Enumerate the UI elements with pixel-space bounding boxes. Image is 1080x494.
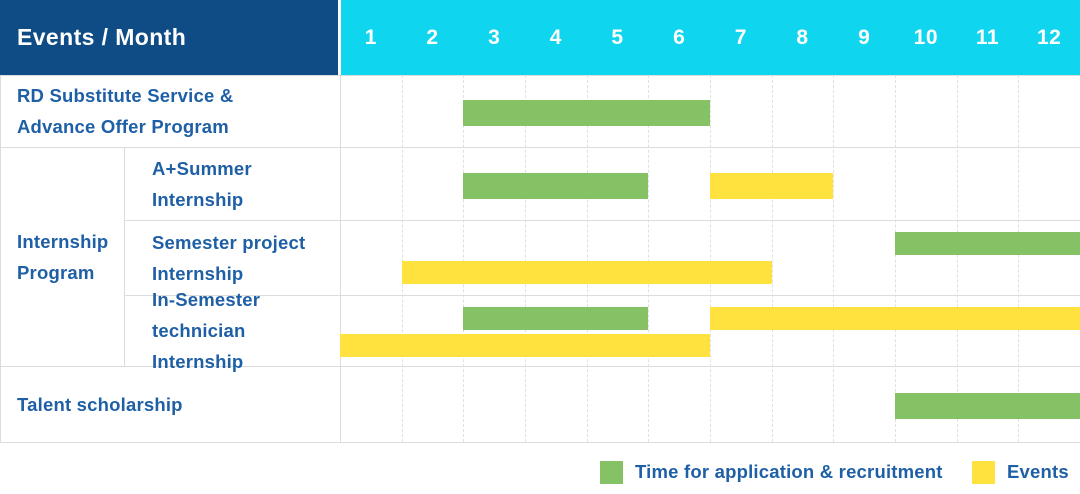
month-label-11: 11 xyxy=(975,25,1000,49)
group-label-internship-program: Internship Program xyxy=(0,147,124,366)
gantt-bar-application xyxy=(895,393,1080,419)
row-separator xyxy=(0,147,1080,148)
month-gridline-3 xyxy=(525,75,526,442)
row-label-talent-scholarship-line: Talent scholarship xyxy=(17,393,183,415)
month-gridline-9 xyxy=(895,75,896,442)
month-gridline-10 xyxy=(956,75,958,442)
row-separator xyxy=(124,295,1080,296)
row-separator xyxy=(0,366,1080,367)
month-header-row: 1 2 3 4 5 6 7 8 9 10 11 12 xyxy=(341,0,1080,75)
gantt-bar-events xyxy=(401,261,772,284)
month-label-10: 10 xyxy=(913,25,938,49)
month-gridline-11 xyxy=(1018,75,1020,442)
header-events-month-cell: Events / Month xyxy=(0,0,338,75)
group-label-internship-program-line: Program xyxy=(17,261,95,283)
chart-left-border xyxy=(340,75,341,442)
table-left-border xyxy=(0,75,1,442)
gantt-bar-application xyxy=(463,100,710,126)
row-separator xyxy=(124,220,1080,221)
row-label-a-plus-summer-line: Internship xyxy=(152,188,244,210)
month-gridline-5 xyxy=(648,75,650,442)
row-label-rd-substitute-line: Advance Offer Program xyxy=(17,116,229,137)
month-label-7: 7 xyxy=(734,25,747,49)
month-label-12: 12 xyxy=(1036,25,1062,49)
month-gridline-1 xyxy=(401,75,403,442)
header-bottom-border xyxy=(0,75,1080,76)
month-label-5: 5 xyxy=(611,25,624,49)
application-green-swatch-icon xyxy=(600,460,623,484)
sublabel-column-divider xyxy=(124,147,125,366)
gantt-bar-application xyxy=(895,232,1080,255)
events-yellow-swatch-icon xyxy=(972,460,995,484)
row-label-semester-project: Semester project Internship xyxy=(124,220,340,295)
legend-label-application: Time for application & recruitment xyxy=(635,461,943,482)
month-gridline-4 xyxy=(586,75,588,442)
row-label-a-plus-summer-line: A+Summer xyxy=(152,157,252,179)
month-gridline-7 xyxy=(771,75,773,442)
row-label-in-semester-technician-line: technician Internship xyxy=(152,320,246,372)
gantt-bar-events xyxy=(710,307,1080,330)
row-label-semester-project-line: Internship xyxy=(152,262,244,284)
row-label-in-semester-technician-line: In-Semester xyxy=(152,289,261,310)
row-label-talent-scholarship: Talent scholarship xyxy=(0,366,340,442)
legend-item-application: Time for application & recruitment xyxy=(600,459,943,485)
month-label-1: 1 xyxy=(364,25,377,49)
gantt-bar-events xyxy=(340,334,710,357)
page-title: Events / Month xyxy=(17,24,187,50)
gantt-bar-application xyxy=(463,172,649,199)
month-label-6: 6 xyxy=(673,25,686,49)
gantt-bar-application xyxy=(463,307,649,330)
legend-item-events: Events xyxy=(972,459,1069,485)
month-gridline-8 xyxy=(833,75,835,442)
row-label-a-plus-summer: A+Summer Internship xyxy=(124,147,340,220)
month-label-4: 4 xyxy=(549,25,562,49)
table-bottom-border xyxy=(0,442,1080,443)
group-label-internship-program-line: Internship xyxy=(17,230,109,252)
row-label-rd-substitute-line: RD Substitute Service & xyxy=(17,85,234,106)
month-label-8: 8 xyxy=(796,25,809,49)
month-label-3: 3 xyxy=(488,25,501,49)
legend-label-events: Events xyxy=(1007,461,1069,482)
row-label-semester-project-line: Semester project xyxy=(152,231,306,253)
month-label-9: 9 xyxy=(858,25,871,49)
gantt-bar-events xyxy=(710,172,834,199)
month-gridline-2 xyxy=(463,75,465,442)
month-gridline-6 xyxy=(710,75,711,442)
row-label-in-semester-technician: In-Semester technician Internship xyxy=(124,289,340,372)
month-label-2: 2 xyxy=(426,25,439,49)
row-label-rd-substitute: RD Substitute Service & Advance Offer Pro… xyxy=(0,75,340,147)
